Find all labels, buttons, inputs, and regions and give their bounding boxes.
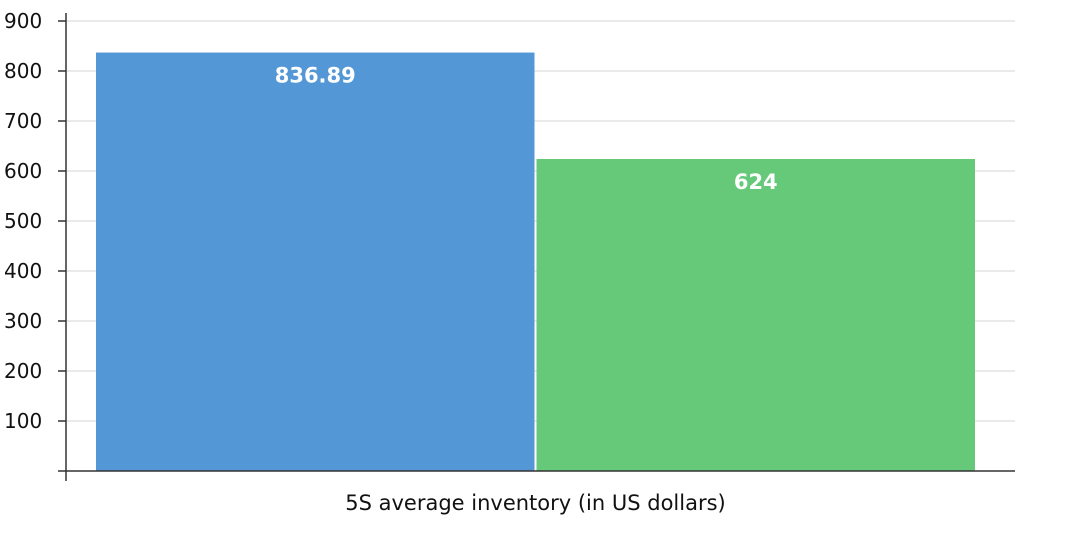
bar-2 (536, 159, 975, 471)
y-tick-label-600: 600 (4, 159, 42, 183)
y-tick-label-200: 200 (4, 359, 42, 383)
axes (58, 13, 1015, 481)
y-tick-label-500: 500 (4, 209, 42, 233)
y-tick-label-700: 700 (4, 109, 42, 133)
y-tick-label-100: 100 (4, 409, 42, 433)
bars (96, 52, 975, 472)
x-axis-title: 5S average inventory (in US dollars) (345, 491, 726, 515)
y-axis-tick-labels: 100 200 300 400 500 600 700 800 900 (4, 9, 42, 433)
bar-value-label-2: 624 (734, 170, 778, 194)
y-tick-label-900: 900 (4, 9, 42, 33)
y-tick-label-300: 300 (4, 309, 42, 333)
bar-value-label-1: 836.89 (275, 64, 356, 88)
bar-1 (96, 52, 535, 472)
y-tick-label-400: 400 (4, 259, 42, 283)
y-tick-label-800: 800 (4, 59, 42, 83)
bar-value-labels: 836.89 624 (275, 64, 778, 194)
